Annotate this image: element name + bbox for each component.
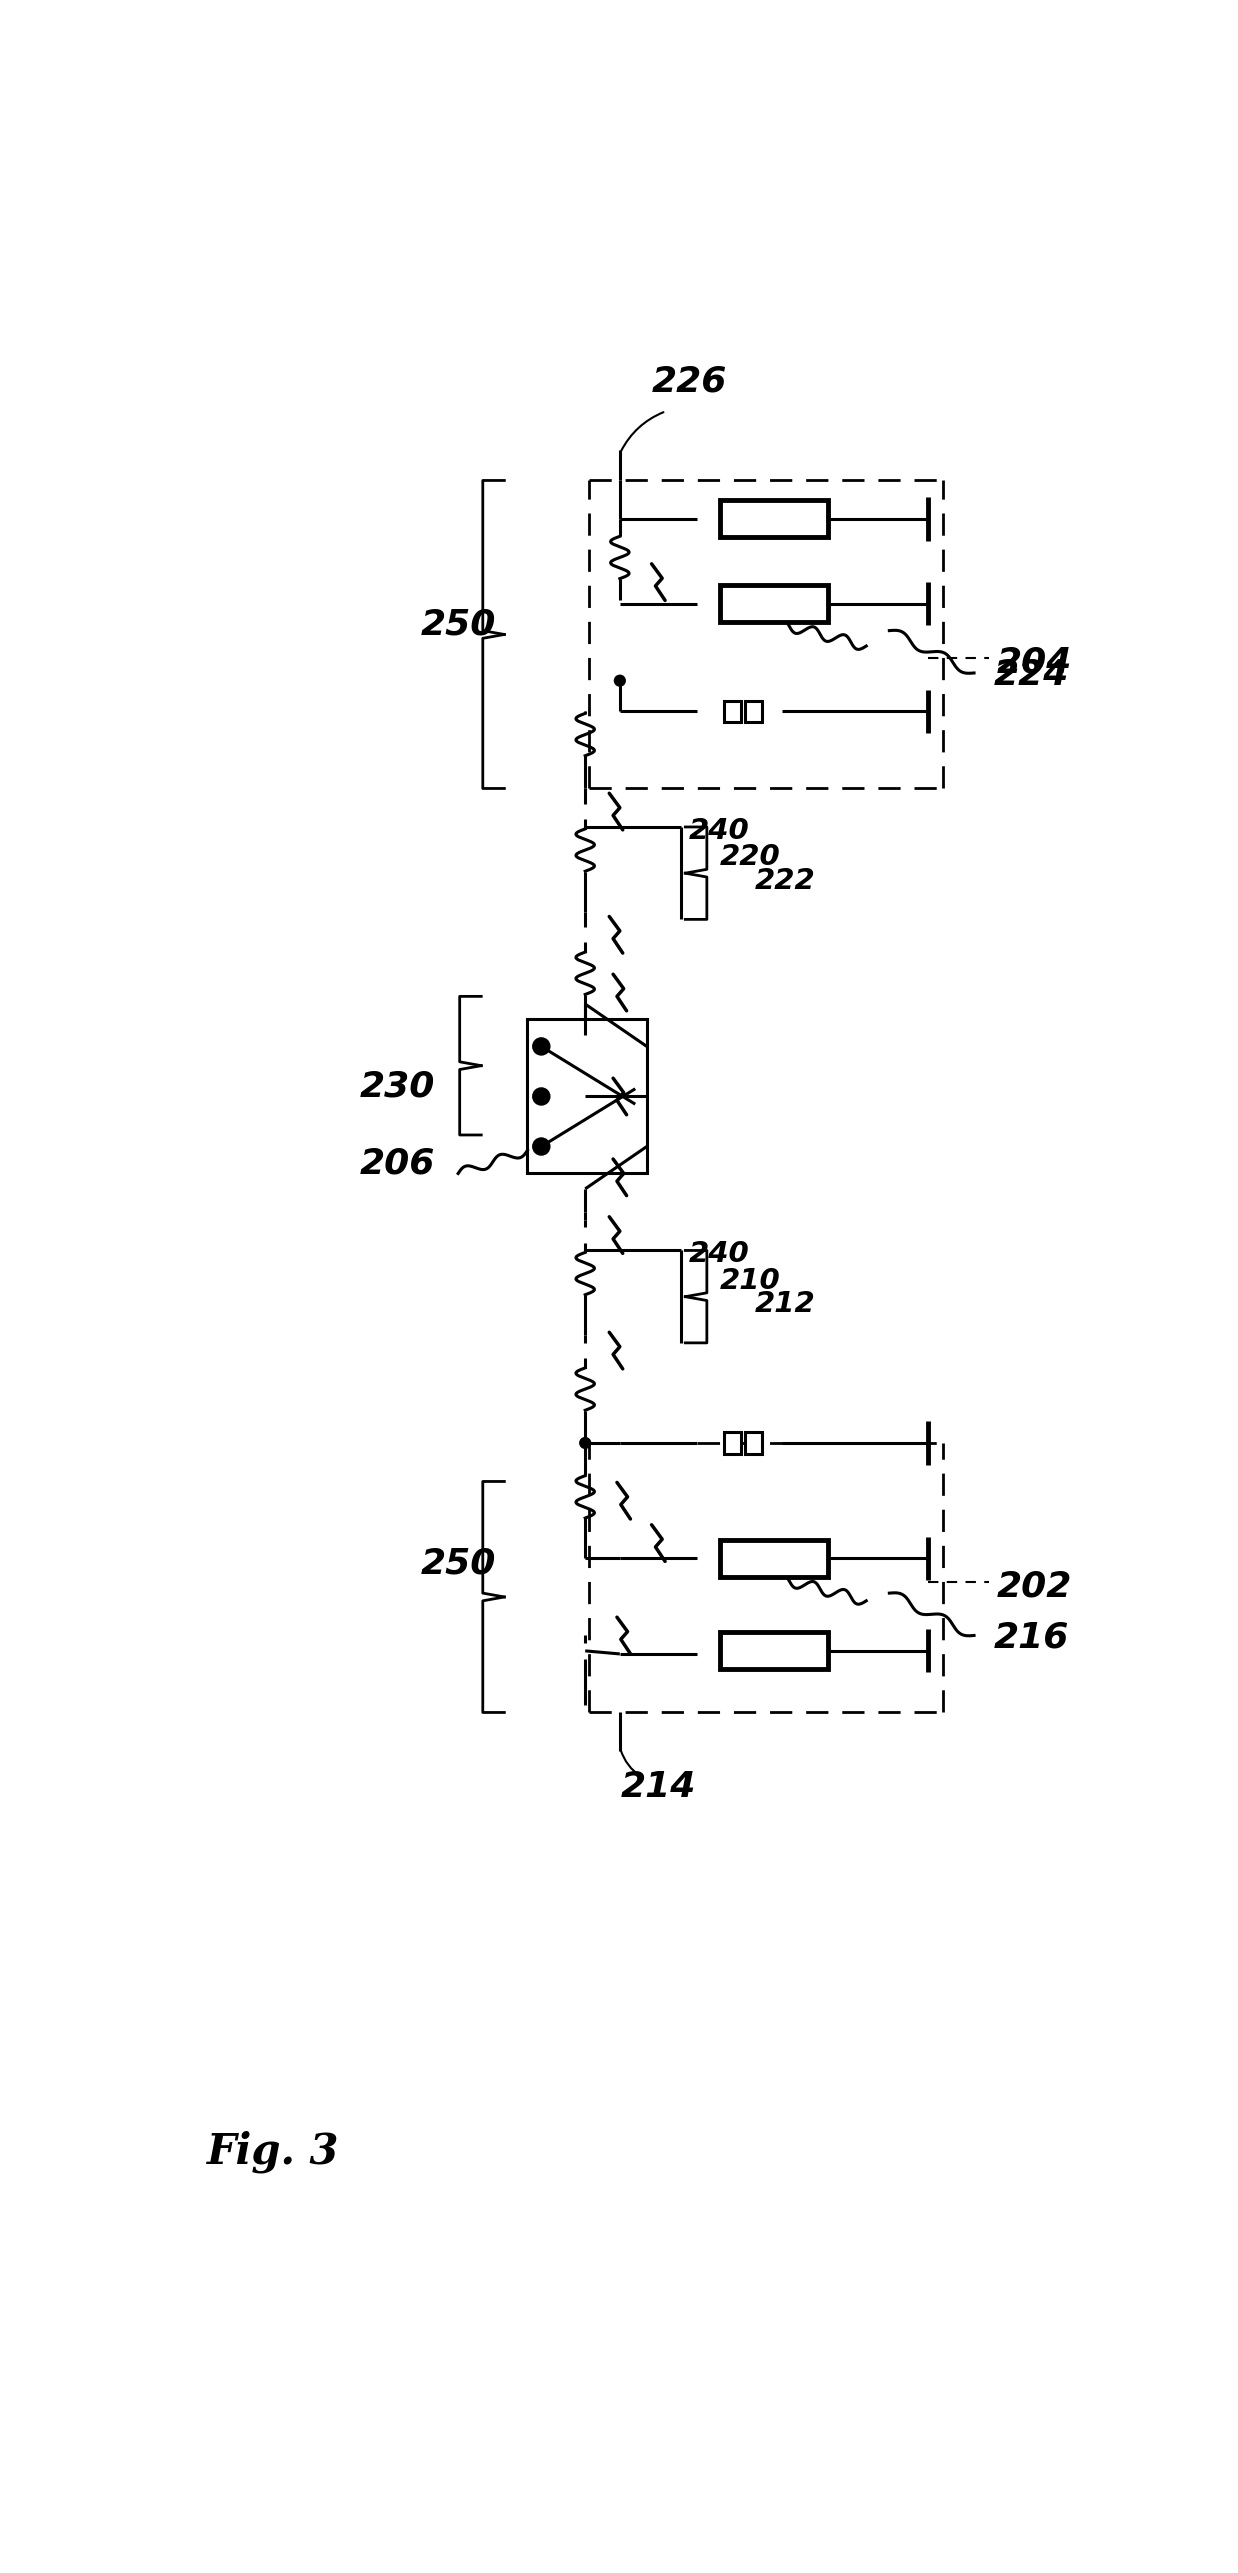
Circle shape — [534, 1088, 548, 1104]
Bar — [745, 1433, 763, 1454]
Bar — [745, 700, 763, 723]
Bar — [724, 1433, 740, 1454]
Text: 224: 224 — [993, 659, 1068, 692]
Text: Fig. 3: Fig. 3 — [207, 2130, 339, 2172]
Text: 216: 216 — [993, 1621, 1068, 1654]
Circle shape — [534, 1140, 548, 1155]
Bar — [724, 700, 740, 723]
Text: 214: 214 — [620, 1770, 696, 1804]
Text: 250: 250 — [421, 607, 496, 641]
Text: 220: 220 — [721, 844, 781, 872]
Text: 226: 226 — [651, 365, 727, 399]
Circle shape — [614, 674, 625, 687]
Text: 204: 204 — [997, 646, 1072, 679]
Bar — [721, 584, 828, 623]
Text: 240: 240 — [690, 1240, 750, 1268]
Text: 250: 250 — [421, 1546, 496, 1580]
Text: 222: 222 — [755, 867, 816, 895]
Text: 230: 230 — [360, 1070, 435, 1104]
Bar — [721, 1541, 828, 1577]
Circle shape — [534, 1039, 548, 1055]
Bar — [527, 1019, 646, 1173]
Bar — [721, 1631, 828, 1670]
Bar — [721, 502, 828, 538]
Text: 202: 202 — [997, 1570, 1072, 1603]
Text: 210: 210 — [721, 1266, 781, 1294]
Text: 240: 240 — [690, 816, 750, 844]
Circle shape — [579, 1438, 591, 1449]
Text: 206: 206 — [360, 1148, 435, 1181]
Text: 212: 212 — [755, 1289, 816, 1317]
